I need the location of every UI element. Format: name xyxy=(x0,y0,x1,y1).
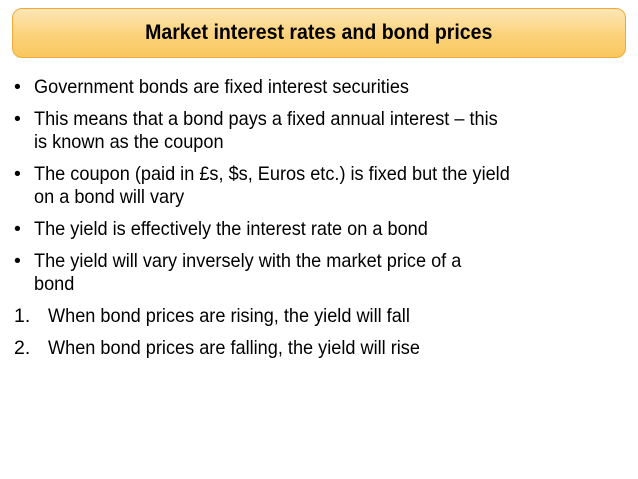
bullet-line: on a bond will vary xyxy=(34,186,185,208)
numbered-text: When bond prices are rising, the yield w… xyxy=(48,305,410,328)
bullet-text: Government bonds are fixed interest secu… xyxy=(34,76,409,99)
bullet-item: • This means that a bond pays a fixed an… xyxy=(14,108,629,154)
slide-title: Market interest rates and bond prices xyxy=(145,21,493,44)
bullet-item: • Government bonds are fixed interest se… xyxy=(14,76,629,99)
bullet-marker: • xyxy=(14,250,21,272)
bullet-line: The yield will vary inversely with the m… xyxy=(34,250,462,272)
bullet-item: • The coupon (paid in £s, $s, Euros etc.… xyxy=(14,163,629,209)
numbered-item: 1. When bond prices are rising, the yiel… xyxy=(14,305,629,328)
bullet-item: • The yield is effectively the interest … xyxy=(14,218,629,241)
bullet-text: The coupon (paid in £s, $s, Euros etc.) … xyxy=(34,163,510,209)
bullet-marker: • xyxy=(14,76,21,98)
bullet-line: bond xyxy=(34,273,75,295)
bullet-line: Government bonds are fixed interest secu… xyxy=(34,76,409,98)
numbered-item: 2. When bond prices are falling, the yie… xyxy=(14,337,629,360)
bullet-marker: • xyxy=(14,218,21,240)
title-box: Market interest rates and bond prices xyxy=(12,8,626,58)
numbered-line: When bond prices are falling, the yield … xyxy=(48,337,420,359)
bullet-marker: • xyxy=(14,108,21,130)
bullet-line: The yield is effectively the interest ra… xyxy=(34,218,428,240)
bullet-marker: • xyxy=(14,163,21,185)
bullet-line: The coupon (paid in £s, $s, Euros etc.) … xyxy=(34,163,510,185)
numbered-text: When bond prices are falling, the yield … xyxy=(48,337,420,360)
bullet-text: The yield is effectively the interest ra… xyxy=(34,218,428,241)
slide-content: • Government bonds are fixed interest se… xyxy=(14,76,629,369)
bullet-text: The yield will vary inversely with the m… xyxy=(34,250,461,296)
bullet-line: is known as the coupon xyxy=(34,131,224,153)
bullet-item: • The yield will vary inversely with the… xyxy=(14,250,629,296)
bullet-text: This means that a bond pays a fixed annu… xyxy=(34,108,498,154)
numbered-line: When bond prices are rising, the yield w… xyxy=(48,305,410,327)
number-marker: 1. xyxy=(14,305,31,327)
number-marker: 2. xyxy=(14,337,31,359)
bullet-line: This means that a bond pays a fixed annu… xyxy=(34,108,498,130)
